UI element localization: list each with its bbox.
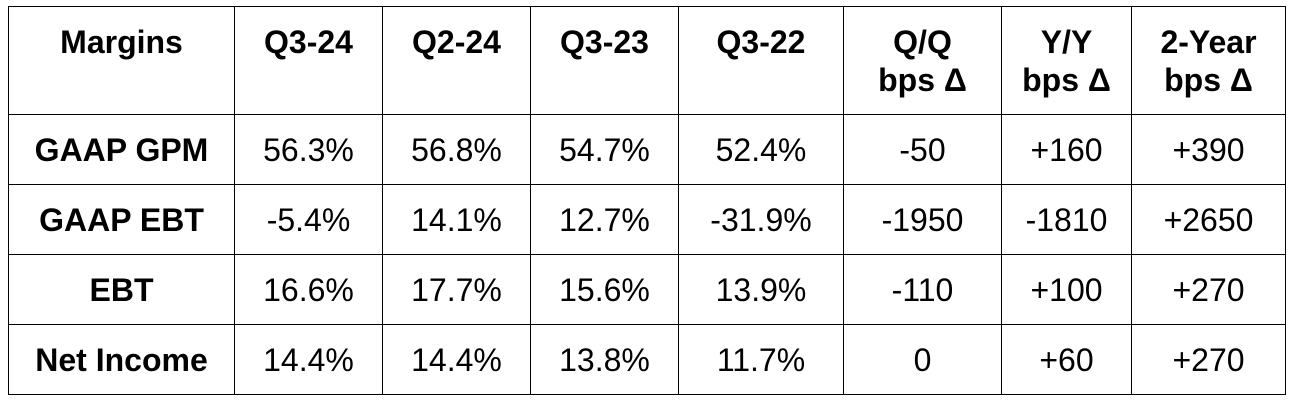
row-label: GAAP GPM (8, 114, 235, 185)
table-cell: 12.7% (530, 184, 679, 255)
table-cell: 17.7% (382, 254, 531, 325)
table-cell: -110 (843, 254, 1002, 325)
header-2year-bps: 2-Year bps Δ (1131, 6, 1286, 115)
table-cell: +270 (1131, 324, 1286, 395)
header-margins: Margins (8, 6, 235, 115)
table-cell: +390 (1131, 114, 1286, 185)
table-cell: 54.7% (530, 114, 679, 185)
table-cell: 13.8% (530, 324, 679, 395)
row-label: GAAP EBT (8, 184, 235, 255)
margins-table: Margins Q3-24 Q2-24 Q3-23 Q3-22 Q/Q bps Δ… (8, 6, 1286, 395)
table-cell: -31.9% (678, 184, 844, 255)
table-cell: -1950 (843, 184, 1002, 255)
table-cell: +2650 (1131, 184, 1286, 255)
table-cell: +270 (1131, 254, 1286, 325)
table-cell: +160 (1001, 114, 1132, 185)
header-qq-bps: Q/Q bps Δ (843, 6, 1002, 115)
row-label: EBT (8, 254, 235, 325)
table-cell: -1810 (1001, 184, 1132, 255)
header-q3-23: Q3-23 (530, 6, 679, 115)
table-cell: 15.6% (530, 254, 679, 325)
header-q3-24: Q3-24 (234, 6, 383, 115)
header-q2-24: Q2-24 (382, 6, 531, 115)
table-row: GAAP GPM 56.3% 56.8% 54.7% 52.4% -50 +16… (8, 114, 1286, 185)
table-cell: 14.1% (382, 184, 531, 255)
table-cell: 13.9% (678, 254, 844, 325)
table-row: Net Income 14.4% 14.4% 13.8% 11.7% 0 +60… (8, 324, 1286, 395)
table-row: GAAP EBT -5.4% 14.1% 12.7% -31.9% -1950 … (8, 184, 1286, 255)
table-cell: 14.4% (234, 324, 383, 395)
header-yy-bps: Y/Y bps Δ (1001, 6, 1132, 115)
table-cell: 56.3% (234, 114, 383, 185)
table-cell: 52.4% (678, 114, 844, 185)
table-cell: -5.4% (234, 184, 383, 255)
table-cell: 16.6% (234, 254, 383, 325)
table-cell: 0 (843, 324, 1002, 395)
table-cell: 11.7% (678, 324, 844, 395)
table-cell: -50 (843, 114, 1002, 185)
table-cell: 14.4% (382, 324, 531, 395)
row-label: Net Income (8, 324, 235, 395)
header-row: Margins Q3-24 Q2-24 Q3-23 Q3-22 Q/Q bps Δ… (8, 6, 1286, 115)
table-row: EBT 16.6% 17.7% 15.6% 13.9% -110 +100 +2… (8, 254, 1286, 325)
table-cell: 56.8% (382, 114, 531, 185)
header-q3-22: Q3-22 (678, 6, 844, 115)
table-cell: +100 (1001, 254, 1132, 325)
table-cell: +60 (1001, 324, 1132, 395)
